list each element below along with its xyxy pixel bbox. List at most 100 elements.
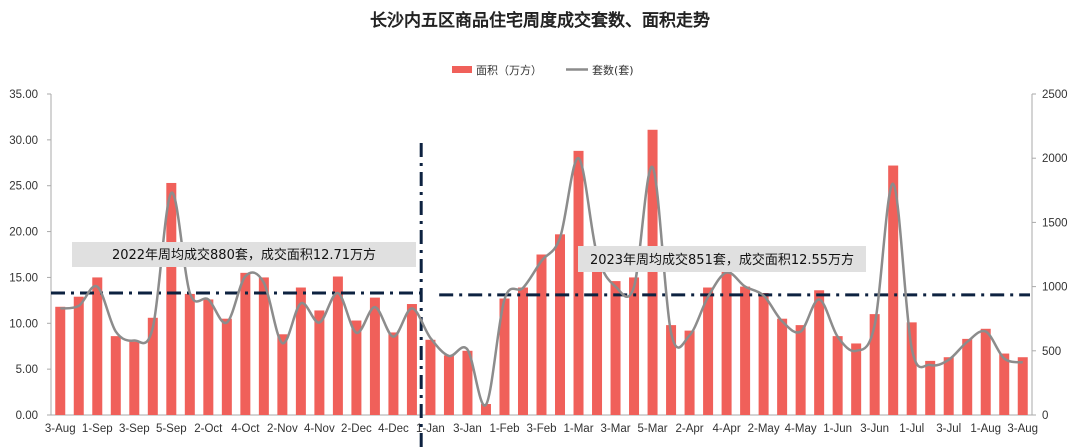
area-bar	[129, 341, 140, 415]
legend: 面积（万方） 套数(套)	[452, 63, 634, 77]
chart-title: 长沙内五区商品住宅周度成交套数、面积走势	[370, 11, 710, 31]
x-tick-label: 2-Dec	[341, 423, 372, 435]
area-bar	[92, 277, 103, 415]
x-tick-label: 1-Mar	[564, 423, 594, 435]
area-bar	[869, 314, 880, 415]
area-bar	[629, 277, 640, 415]
x-tick-label: 2-Apr	[676, 423, 704, 435]
x-tick-label: 2-Nov	[267, 423, 298, 435]
area-bar	[203, 299, 214, 415]
x-tick-label: 2-Oct	[194, 423, 223, 435]
left-tick-label: 30.00	[9, 135, 38, 147]
annotation-2022: 2022年周均成交880套，成交面积12.71万方	[112, 247, 376, 263]
x-tick-label: 1-Jul	[899, 423, 924, 435]
area-bar	[369, 297, 380, 415]
area-bar	[573, 150, 584, 415]
area-bar	[888, 165, 899, 415]
area-bar	[943, 357, 954, 415]
x-tick-label: 4-May	[785, 423, 817, 435]
area-bar	[851, 343, 862, 415]
area-bar	[814, 290, 825, 415]
x-tick-label: 3-Jun	[860, 423, 889, 435]
area-bar	[258, 277, 269, 415]
x-tick-label: 4-Dec	[378, 423, 409, 435]
area-bar	[777, 318, 788, 415]
area-bar	[480, 403, 491, 415]
area-bar	[166, 182, 177, 415]
area-bar	[517, 287, 528, 415]
left-tick-label: 35.00	[9, 89, 38, 101]
x-tick-label: 5-Sep	[156, 423, 187, 435]
x-tick-label: 5-Mar	[638, 423, 668, 435]
right-tick-label: 1000	[1042, 282, 1068, 294]
area-bar	[314, 310, 325, 415]
left-tick-label: 25.00	[9, 181, 38, 193]
x-tick-label: 1-Jun	[823, 423, 852, 435]
area-bar	[73, 296, 84, 415]
area-bar	[332, 276, 343, 415]
area-bar	[1017, 357, 1028, 415]
area-bar	[184, 293, 195, 415]
area-bar	[962, 338, 973, 415]
right-tick-label: 500	[1042, 346, 1061, 358]
x-tick-label: 3-Aug	[1007, 423, 1038, 435]
area-bar	[906, 322, 917, 415]
area-bar	[536, 254, 547, 415]
area-bar	[592, 268, 603, 415]
area-bar	[925, 360, 936, 415]
x-tick-label: 2-May	[748, 423, 780, 435]
x-tick-label: 1-Aug	[970, 423, 1001, 435]
area-bar	[666, 325, 677, 415]
legend-label-area: 面积（万方）	[476, 63, 542, 77]
area-bar	[555, 234, 566, 415]
legend-label-units: 套数(套)	[592, 64, 634, 77]
area-bar	[703, 287, 714, 415]
area-bar	[832, 336, 843, 415]
area-bar	[406, 304, 417, 415]
left-tick-label: 0.00	[16, 410, 38, 422]
area-bar	[277, 334, 288, 415]
area-bar	[684, 330, 695, 415]
x-tick-label: 1-Jan	[416, 423, 445, 435]
area-bar	[740, 286, 751, 415]
area-bar	[999, 353, 1010, 415]
x-tick-label: 3-Jan	[453, 423, 482, 435]
x-tick-label: 4-Apr	[713, 423, 741, 435]
area-bar	[462, 350, 473, 415]
area-bar	[980, 328, 991, 415]
area-bar	[147, 317, 158, 415]
x-tick-label: 3-Feb	[526, 423, 556, 435]
area-bar	[721, 268, 732, 415]
x-tick-label: 3-Mar	[601, 423, 631, 435]
area-bar	[758, 293, 769, 415]
x-tick-label: 1-Feb	[489, 423, 519, 435]
area-bar	[388, 332, 399, 415]
area-bar	[610, 281, 621, 415]
right-tick-label: 2500	[1042, 89, 1068, 101]
legend-bar-swatch	[452, 66, 472, 73]
x-tick-label: 4-Oct	[231, 423, 260, 435]
left-tick-label: 10.00	[9, 318, 38, 330]
area-bar	[795, 325, 806, 415]
left-tick-label: 15.00	[9, 272, 38, 284]
left-tick-label: 5.00	[16, 364, 38, 376]
area-bar	[425, 339, 436, 415]
area-bar	[295, 287, 306, 415]
area-bar	[351, 320, 362, 415]
area-bar	[221, 318, 232, 415]
area-bar	[647, 129, 658, 416]
right-tick-label: 0	[1042, 410, 1048, 422]
right-tick-label: 2000	[1042, 153, 1068, 165]
area-bar	[55, 306, 66, 415]
annotation-2022-box	[72, 242, 416, 267]
annotation-2023: 2023年周均成交851套，成交面积12.55万方	[590, 252, 854, 268]
area-bar	[240, 272, 251, 415]
area-bar	[499, 298, 510, 415]
units-series-line	[60, 156, 1024, 407]
area-bar	[110, 336, 121, 415]
x-tick-label: 3-Sep	[119, 423, 150, 435]
x-tick-label: 3-Aug	[45, 423, 76, 435]
x-tick-label: 1-Sep	[82, 423, 113, 435]
annotation-2023-box	[578, 246, 866, 272]
